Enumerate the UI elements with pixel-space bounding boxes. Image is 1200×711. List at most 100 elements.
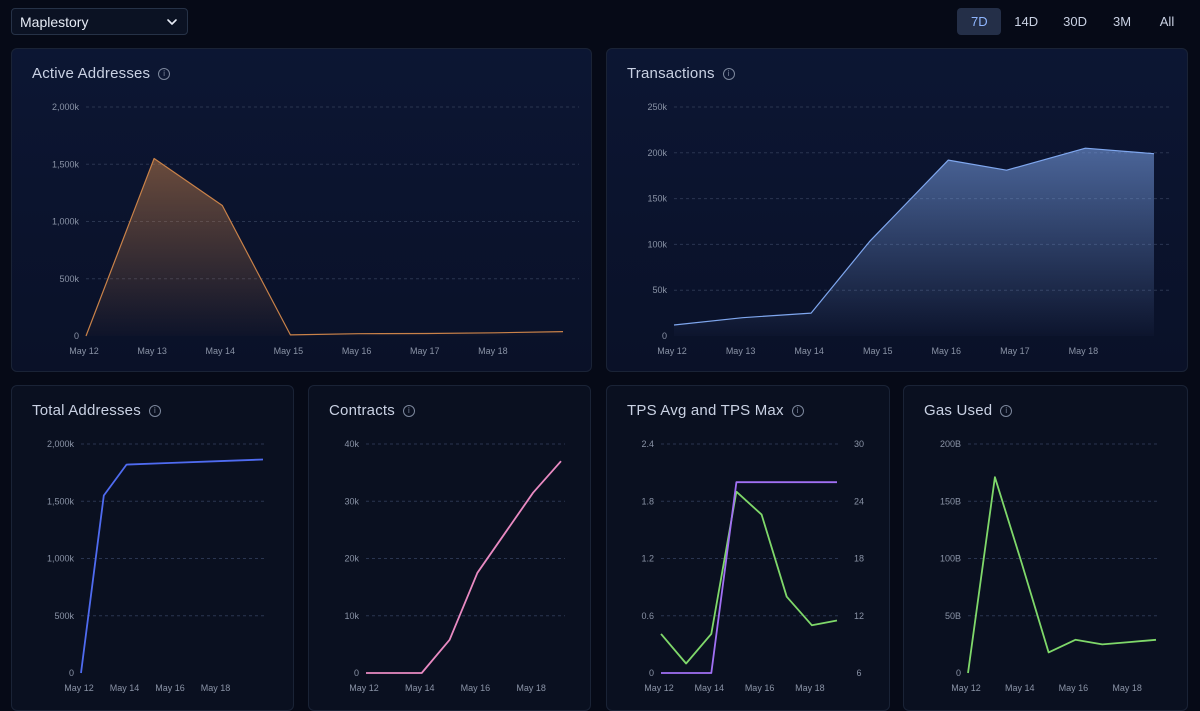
data-point	[364, 671, 368, 675]
x-tick-label: May 16	[461, 683, 491, 693]
data-point	[220, 204, 224, 208]
x-tick-label: May 16	[155, 683, 185, 693]
y-tick-label: 100B	[940, 554, 961, 564]
gas-used-card: Gas Used i 0 50B 100B 150B 200B May 12 May 14 M…	[903, 385, 1188, 711]
x-tick-label: May 12	[657, 346, 687, 356]
y-tick-label: 0	[69, 668, 74, 678]
series-line-tps-max	[661, 481, 837, 674]
range-14d-button[interactable]: 14D	[1014, 14, 1039, 29]
contracts-title: Contracts	[329, 402, 395, 419]
data-point	[709, 671, 713, 675]
y-tick-label: 200B	[940, 439, 961, 449]
data-point	[125, 463, 129, 467]
data-point	[867, 240, 871, 244]
network-select-value: Maplestory	[20, 13, 89, 30]
transactions-card: Transactions i 0 50k 100k 150k 200k 250k May 1…	[606, 48, 1188, 372]
data-point	[785, 480, 789, 484]
data-point	[1152, 152, 1156, 156]
data-point	[1100, 642, 1104, 646]
x-tick-label: May 13	[726, 346, 756, 356]
data-point	[966, 671, 970, 675]
x-tick-label: May 12	[69, 346, 99, 356]
y-tick-label: 500k	[54, 611, 74, 621]
range-3m-button[interactable]: 3M	[1112, 14, 1132, 29]
tps-card: TPS Avg and TPS Max i 0 0.6 1.2 1.8 2.4 6 12 18…	[606, 385, 890, 711]
y2-tick-label: 30	[854, 439, 864, 449]
x-tick-label: May 14	[1005, 683, 1035, 693]
info-icon[interactable]: i	[403, 404, 415, 417]
card-title: Gas Used i	[924, 402, 1013, 419]
range-30d-button[interactable]: 30D	[1063, 14, 1087, 29]
range-all-button[interactable]: All	[1159, 14, 1175, 29]
x-tick-label: May 18	[201, 683, 231, 693]
data-point	[785, 595, 789, 599]
y-tick-label: 1.2	[641, 554, 654, 564]
series-line-transactions	[673, 147, 1155, 326]
y-tick-label: 0	[649, 668, 654, 678]
data-point	[659, 671, 663, 675]
data-point	[559, 459, 563, 463]
card-title: Transactions i	[627, 65, 735, 82]
series-line-total-addresses	[80, 458, 264, 674]
card-title: Active Addresses i	[32, 65, 171, 82]
data-point	[561, 330, 565, 334]
y-tick-label: 0	[354, 668, 359, 678]
data-point	[448, 638, 452, 642]
x-tick-label: May 15	[274, 346, 304, 356]
x-tick-label: May 16	[745, 683, 775, 693]
info-icon[interactable]: i	[148, 404, 161, 417]
y-tick-label: 150k	[647, 194, 667, 204]
data-point	[216, 459, 220, 463]
y-tick-label: 50B	[945, 611, 961, 621]
x-tick-label: May 14	[794, 346, 824, 356]
data-point	[1020, 561, 1024, 565]
x-tick-label: May 18	[1069, 346, 1099, 356]
info-icon[interactable]: i	[158, 67, 171, 80]
x-tick-label: May 14	[110, 683, 140, 693]
series-line-contracts	[366, 460, 562, 674]
y-tick-label: 0.6	[641, 611, 654, 621]
y-tick-label: 500k	[59, 274, 79, 284]
x-tick-label: May 14	[206, 346, 236, 356]
data-point	[261, 458, 265, 462]
y-tick-label: 2.4	[641, 439, 654, 449]
y-tick-label: 1,000k	[52, 217, 80, 227]
info-icon[interactable]: i	[722, 67, 735, 80]
y-tick-label: 1,000k	[47, 554, 75, 564]
y-tick-label: 200k	[647, 148, 667, 158]
data-point	[503, 531, 507, 535]
contracts-card: Contracts i 0 10k 20k 30k 40k May 12 May 14 May…	[308, 385, 591, 711]
data-point	[1127, 640, 1131, 644]
network-select[interactable]: Maplestory	[11, 8, 188, 35]
y-tick-label: 100k	[647, 239, 667, 249]
y2-tick-label: 6	[856, 668, 861, 678]
y-tick-label: 1,500k	[52, 159, 80, 169]
gas-used-chart: 0 50B 100B 150B 200B May 12 May 14 May 16 May 18	[940, 439, 1160, 693]
x-tick-label: May 16	[342, 346, 372, 356]
info-icon[interactable]: i	[1000, 404, 1013, 417]
x-tick-label: May 14	[405, 683, 435, 693]
info-icon[interactable]: i	[791, 404, 804, 417]
data-point	[79, 671, 83, 675]
data-point	[493, 331, 497, 335]
y-tick-label: 1.8	[641, 496, 654, 506]
x-tick-label: May 17	[1000, 346, 1030, 356]
x-tick-label: May 14	[695, 683, 725, 693]
x-tick-label: May 13	[137, 346, 167, 356]
total-addresses-card: Total Addresses i 0 500k 1,000k 1,500k 2,000…	[11, 385, 294, 711]
range-7d-button[interactable]: 7D	[957, 8, 1002, 35]
total-addresses-chart: 0 500k 1,000k 1,500k 2,000k May 12 May 14 May 1…	[47, 439, 267, 693]
y-tick-label: 20k	[344, 554, 359, 564]
transactions-chart: 0 50k 100k 150k 200k 250k May 12 May 13 May 14 Ma…	[647, 102, 1170, 356]
data-point	[760, 480, 764, 484]
data-point	[531, 491, 535, 495]
card-title: Contracts i	[329, 402, 415, 419]
x-tick-label: May 12	[64, 683, 94, 693]
y-tick-label: 250k	[647, 102, 667, 112]
total-addresses-title: Total Addresses	[32, 402, 141, 419]
data-point	[357, 332, 361, 336]
data-point	[809, 311, 813, 315]
y-tick-label: 30k	[344, 496, 359, 506]
series-line-gas-used	[967, 476, 1157, 674]
active-addresses-chart: 0 500k 1,000k 1,500k 2,000k May 12 May 13 May 1…	[52, 102, 579, 356]
